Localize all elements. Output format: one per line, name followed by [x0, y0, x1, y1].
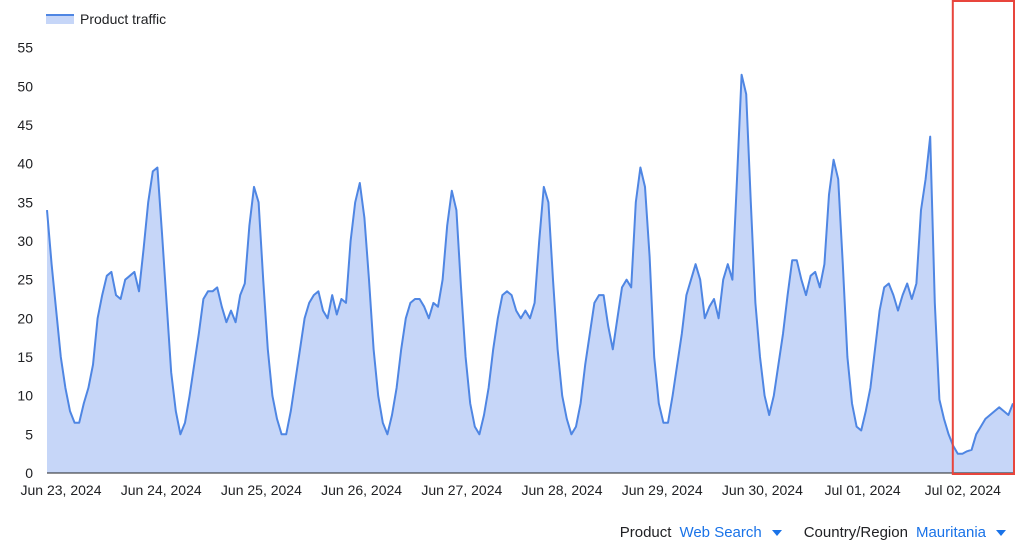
y-tick-label: 25: [17, 272, 33, 288]
x-tick-label: Jun 29, 2024: [622, 482, 703, 498]
x-tick-label: Jun 24, 2024: [121, 482, 202, 498]
y-tick-label: 45: [17, 117, 33, 133]
x-tick-label: Jun 28, 2024: [522, 482, 603, 498]
y-tick-label: 50: [17, 78, 33, 94]
region-filter-label: Country/Region: [803, 524, 908, 541]
x-tick-label: Jun 25, 2024: [221, 482, 302, 498]
filter-bar: Product Web Search Country/Region Maurit…: [620, 524, 1006, 541]
x-tick-label: Jun 30, 2024: [722, 482, 803, 498]
region-filter[interactable]: Country/Region Mauritania: [804, 524, 1006, 541]
x-tick-label: Jul 02, 2024: [925, 482, 1001, 498]
region-filter-value[interactable]: Mauritania: [915, 524, 986, 541]
y-tick-label: 20: [17, 310, 33, 326]
traffic-series-line: [46, 73, 1014, 455]
x-tick-label: Jun 23, 2024: [21, 482, 102, 498]
y-tick-label: 5: [25, 426, 33, 442]
x-axis-labels: Jun 23, 2024 Jun 24, 2024 Jun 25, 2024 Jun …: [21, 482, 1002, 498]
x-tick-label: Jun 26, 2024: [321, 482, 402, 498]
product-filter[interactable]: Product Web Search: [620, 524, 782, 541]
x-tick-label: Jun 27, 2024: [421, 482, 502, 498]
y-tick-label: 10: [17, 388, 33, 404]
legend-swatch: [46, 14, 74, 24]
y-tick-label: 15: [17, 349, 33, 365]
y-tick-label: 35: [17, 194, 33, 210]
y-tick-label: 30: [17, 233, 33, 249]
y-tick-label: 55: [17, 40, 33, 56]
legend-label: Product traffic: [80, 11, 167, 27]
x-tick-label: Jul 01, 2024: [824, 482, 900, 498]
legend: Product traffic: [46, 11, 166, 27]
product-filter-value[interactable]: Web Search: [679, 524, 762, 541]
chevron-down-icon[interactable]: [996, 529, 1006, 536]
y-axis-labels: 0 5 10 15 20 25 30 35 40 45 50 55: [17, 40, 33, 481]
y-tick-label: 40: [17, 156, 33, 172]
y-tick-label: 0: [25, 465, 33, 481]
highlight-box: [951, 0, 1015, 475]
product-filter-label: Product: [619, 524, 672, 541]
chevron-down-icon[interactable]: [771, 529, 782, 536]
traffic-area-fill: [47, 74, 1013, 473]
